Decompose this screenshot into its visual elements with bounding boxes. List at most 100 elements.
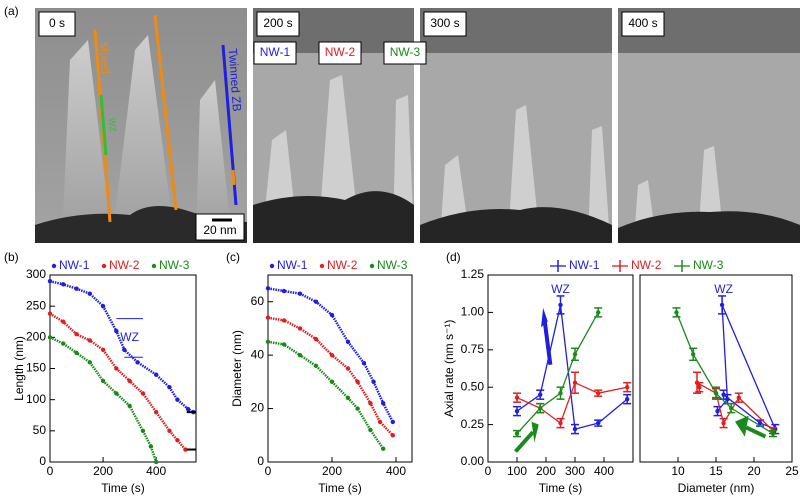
data-point [674,310,679,315]
panel-label: (d) [446,250,461,264]
y-axis-label: Diameter (nm) [230,330,244,407]
nanowire-label: NW-2 [325,45,356,59]
data-point [514,395,520,400]
plot-frame [487,274,634,463]
tem-image-300s [420,8,612,243]
annotation: WZ [551,282,570,296]
x-tick-label: 10 [671,464,685,478]
data-point [514,408,520,414]
trace [267,316,394,437]
y-tick-label: 60 [251,294,265,308]
data-point [736,395,741,400]
y-tick-label: 0.75 [461,342,485,356]
panel-label: (a) [4,4,19,18]
x-tick-label: 0 [47,464,54,478]
y-tick-label: 40 [251,347,265,361]
legend-label: NW-1 [569,258,600,272]
data-point [572,380,578,385]
y-tick-label: 150 [26,361,46,375]
trace [267,340,385,450]
plot-frame [267,274,413,463]
legend-label: NW-2 [327,258,358,272]
data-point [721,392,726,397]
series-line [516,304,628,430]
x-axis-label: Diameter (nm) [678,481,755,495]
x-tick-label: 200 [93,464,113,478]
x-tick-label: 0 [485,464,492,478]
data-point [265,286,271,291]
x-tick-label: 300 [565,464,585,478]
y-axis-label: Axial rate (nm s⁻¹) [442,320,456,418]
legend-swatch [319,263,325,269]
x-tick-label: 15 [709,464,723,478]
wz-label: WZ [107,118,118,133]
y-axis-label: Length (nm) [12,336,26,401]
data-point [694,380,700,385]
y-tick-label: 200 [26,330,46,344]
data-point [596,390,601,396]
x-tick-label: 200 [536,464,556,478]
x-axis-label: Time (s) [539,481,583,495]
trace [49,312,187,451]
legend-swatch [151,263,157,269]
series-line [516,312,599,435]
legend-swatch [269,263,275,269]
tem-image-400s [618,8,800,243]
x-tick-label: 100 [507,464,527,478]
x-tick-label: 20 [747,464,761,478]
data-point [538,405,543,411]
x-tick-label: 25 [785,464,799,478]
panel-label: (c) [226,250,240,264]
y-tick-label: 250 [26,298,46,312]
arrow-head [541,307,548,328]
arrow [745,425,767,439]
data-point [691,352,696,357]
data-point [514,431,520,436]
x-tick-label: 200 [322,464,342,478]
data-point [713,390,719,396]
y-tick-label: 100 [26,392,46,406]
legend-label: NW-3 [159,258,190,272]
trace [49,280,194,414]
data-point [770,431,776,436]
time-label: 300 s [430,16,459,30]
data-point [715,408,720,414]
y-tick-label: 0.00 [461,454,485,468]
twinned-label: Twinned ZB [226,48,244,112]
data-point [538,392,543,397]
data-point [697,385,702,390]
annotation: WZ [120,330,139,344]
series-line [717,304,777,431]
data-point [572,352,578,357]
nanowire-label: NW-1 [260,45,291,59]
y-tick-label: 1.00 [461,305,485,319]
series-line [675,312,774,435]
annotation: WZ [714,282,733,296]
legend-label: NW-1 [59,258,90,272]
legend-swatch [369,263,375,269]
time-label: 0 s [49,16,65,30]
data-point [572,426,578,432]
y-tick-label: 50 [33,423,47,437]
legend-label: NW-3 [693,258,724,272]
arrow [542,319,553,366]
legend-label: NW-2 [631,258,662,272]
nanowire-label: NW-3 [390,45,421,59]
legend-label: NW-1 [277,258,308,272]
arrow [514,430,535,453]
plot-frame [49,274,197,463]
arrow-head [735,415,749,437]
data-point [558,302,563,308]
time-label: 400 s [628,16,657,30]
data-point [757,420,763,426]
panel-label: (b) [4,250,19,264]
x-axis-label: Time (s) [318,481,362,495]
data-point [625,396,630,402]
y-tick-label: 1.25 [461,267,485,281]
x-tick-label: 400 [146,464,166,478]
x-axis-label: Time (s) [101,481,145,495]
data-point [729,405,734,411]
y-tick-label: 300 [26,267,46,281]
y-tick-label: 20 [251,401,265,415]
